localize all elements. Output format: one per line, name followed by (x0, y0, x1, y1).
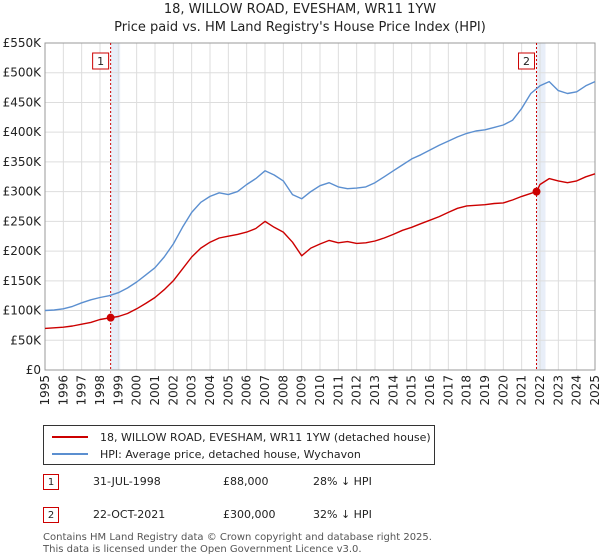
legend-item-hpi: HPI: Average price, detached house, Wych… (52, 446, 361, 462)
transaction-delta: 32% ↓ HPI (313, 508, 372, 521)
y-tick-label: £500K (3, 66, 43, 80)
x-tick-label: 2015 (405, 375, 419, 406)
transaction-date: 22-OCT-2021 (93, 508, 166, 521)
x-tick-label: 2006 (240, 375, 254, 406)
y-tick-label: £400K (3, 125, 43, 139)
y-tick-label: £350K (3, 155, 43, 169)
footer-licence: This data is licensed under the Open Gov… (43, 544, 362, 555)
x-tick-label: 2005 (221, 375, 235, 406)
y-tick-label: £450K (3, 95, 43, 109)
x-tick-label: 2001 (148, 375, 162, 406)
y-tick-label: £250K (3, 214, 43, 228)
x-tick-label: 2003 (185, 375, 199, 406)
y-tick-label: £0 (26, 363, 41, 377)
transaction-badge: 2 (43, 507, 59, 523)
x-tick-label: 2009 (295, 375, 309, 406)
y-tick-label: £200K (3, 244, 43, 258)
transaction-delta: 28% ↓ HPI (313, 475, 372, 488)
footer-copyright: Contains HM Land Registry data © Crown c… (43, 532, 432, 543)
chart-title: 18, WILLOW ROAD, EVESHAM, WR11 1YW (163, 2, 437, 17)
legend-swatch-property (52, 436, 88, 438)
x-tick-label: 2025 (588, 375, 600, 406)
sale-label: 2 (523, 55, 530, 68)
x-tick-label: 2023 (551, 375, 565, 406)
x-tick-label: 2014 (386, 375, 400, 406)
series-line-hpi (44, 80, 596, 312)
x-tick-label: 2007 (258, 375, 272, 406)
sale-point (532, 187, 541, 196)
x-tick-label: 1997 (75, 375, 89, 406)
sale-label-box (518, 52, 536, 70)
transaction-price: £88,000 (223, 475, 269, 488)
x-tick-label: 2011 (331, 375, 345, 406)
legend-swatch-hpi (52, 453, 88, 455)
sale-period-shade (110, 43, 121, 370)
x-tick-label: 2021 (515, 375, 529, 406)
series-line-property (44, 173, 596, 330)
plot-frame (44, 42, 596, 371)
x-tick-label: 2002 (166, 375, 180, 406)
chart-subtitle: Price paid vs. HM Land Registry's House … (114, 20, 486, 35)
x-tick-label: 1998 (93, 375, 107, 406)
sale-point (106, 313, 115, 322)
transaction-badge: 1 (43, 474, 59, 490)
sale-period-shade (536, 43, 546, 370)
x-tick-label: 2016 (423, 375, 437, 406)
x-tick-label: 1996 (56, 375, 70, 406)
y-tick-label: £550K (3, 36, 43, 50)
transaction-price: £300,000 (223, 508, 276, 521)
sale-label-box (92, 52, 110, 70)
x-tick-label: 2020 (496, 375, 510, 406)
legend-label-hpi: HPI: Average price, detached house, Wych… (100, 447, 361, 461)
transaction-date: 31-JUL-1998 (93, 475, 161, 488)
x-tick-label: 2022 (533, 375, 547, 406)
y-tick-label: £50K (10, 333, 42, 347)
x-tick-label: 2024 (570, 375, 584, 406)
legend: 18, WILLOW ROAD, EVESHAM, WR11 1YW (deta… (43, 425, 435, 465)
x-tick-label: 1999 (111, 375, 125, 406)
x-tick-label: 1995 (38, 375, 52, 406)
legend-item-property: 18, WILLOW ROAD, EVESHAM, WR11 1YW (deta… (52, 429, 431, 445)
sale-label: 1 (97, 55, 104, 68)
legend-label-property: 18, WILLOW ROAD, EVESHAM, WR11 1YW (deta… (100, 430, 431, 444)
x-tick-label: 2019 (478, 375, 492, 406)
y-tick-label: £300K (3, 185, 43, 199)
price-chart: £0 £50K £100K £150K £200K £250K £300K £350K £400… (3, 36, 600, 406)
x-tick-label: 2017 (441, 375, 455, 406)
x-tick-label: 2018 (460, 375, 474, 406)
x-tick-label: 2008 (276, 375, 290, 406)
x-tick-label: 2010 (313, 375, 327, 406)
x-tick-label: 2004 (203, 375, 217, 406)
x-tick-label: 2013 (368, 375, 382, 406)
y-tick-label: £100K (3, 304, 43, 318)
y-tick-label: £150K (3, 274, 43, 288)
x-tick-label: 2000 (130, 375, 144, 406)
x-tick-label: 2012 (350, 375, 364, 406)
